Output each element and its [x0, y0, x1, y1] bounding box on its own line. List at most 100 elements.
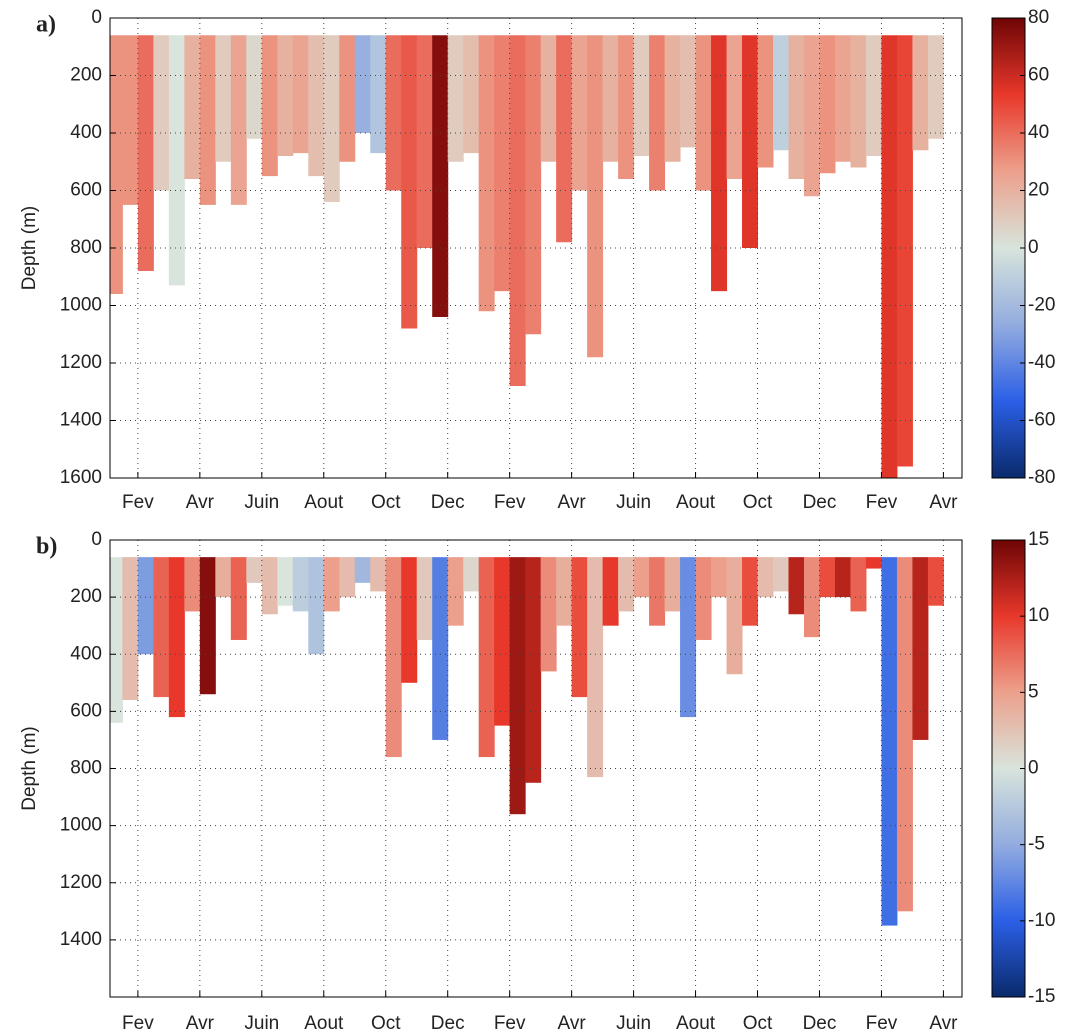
y-axis-label: Depth (m): [19, 726, 40, 810]
depth-column: [927, 35, 944, 139]
colorbar-tick-label: 20: [1028, 180, 1049, 201]
depth-column: [509, 35, 526, 386]
depth-column: [447, 35, 464, 162]
x-tick-label: Fev: [122, 1013, 154, 1034]
x-tick-label: Oct: [743, 492, 773, 513]
x-tick-label: Aout: [304, 1013, 344, 1034]
depth-column: [726, 35, 743, 179]
y-tick-label: 400: [70, 122, 102, 143]
depth-column: [912, 557, 929, 740]
x-tick-label: Oct: [743, 1013, 773, 1034]
colorbar-tick-label: -10: [1028, 910, 1055, 931]
depth-column: [447, 557, 464, 626]
x-tick-label: Fev: [494, 492, 526, 513]
depth-column: [401, 557, 418, 683]
depth-column: [230, 35, 247, 205]
colorbar-tick-label: 60: [1028, 65, 1049, 86]
depth-column: [354, 35, 371, 133]
depth-column: [633, 557, 650, 598]
depth-column: [292, 35, 309, 154]
depth-column: [664, 557, 681, 612]
depth-column: [122, 35, 139, 205]
depth-column: [602, 557, 619, 626]
depth-column: [773, 557, 790, 592]
x-tick-label: Aout: [304, 492, 344, 513]
depth-column: [773, 35, 790, 151]
x-tick-label: Avr: [929, 492, 958, 513]
x-tick-label: Dec: [803, 492, 837, 513]
depth-column: [742, 557, 759, 626]
depth-column: [494, 35, 511, 292]
depth-column: [261, 35, 278, 177]
x-tick-label: Aout: [676, 1013, 716, 1034]
colorbar-tick-label: -15: [1028, 986, 1055, 1007]
depth-column: [711, 35, 728, 292]
depth-column: [339, 35, 356, 162]
panel-label: b): [36, 534, 57, 560]
depth-column: [556, 557, 573, 626]
depth-column: [137, 35, 154, 271]
y-axis-label: Depth (m): [19, 206, 40, 290]
depth-column: [803, 557, 820, 638]
depth-column: [649, 557, 666, 626]
depth-column: [339, 557, 356, 598]
depth-column: [819, 557, 836, 598]
colorbar-tick-label: -40: [1028, 352, 1055, 373]
axes-frame: [109, 17, 963, 479]
depth-column: [587, 557, 604, 778]
depth-column: [509, 557, 526, 815]
depth-column: [680, 35, 697, 148]
depth-column: [478, 35, 495, 312]
depth-column: [819, 35, 836, 174]
depth-column: [110, 557, 123, 723]
y-tick-label: 1200: [60, 872, 102, 893]
x-tick-label: Juin: [244, 492, 279, 513]
depth-column: [432, 557, 449, 740]
depth-column: [850, 35, 867, 168]
depth-column: [246, 557, 263, 583]
y-tick-label: 800: [70, 758, 102, 779]
depth-column: [587, 35, 604, 358]
depth-column: [137, 557, 154, 655]
x-tick-label: Oct: [371, 1013, 401, 1034]
depth-column: [370, 35, 387, 154]
depth-column: [416, 35, 433, 248]
colorbar-tick-label: 80: [1028, 7, 1049, 28]
depth-column: [292, 557, 309, 612]
depth-column: [308, 35, 325, 177]
depth-column: [742, 35, 759, 248]
colorbar-tick-label: -80: [1028, 467, 1055, 488]
x-tick-label: Avr: [558, 1013, 587, 1034]
depth-column: [834, 35, 851, 162]
depth-column: [571, 557, 588, 698]
y-tick-label: 800: [70, 237, 102, 258]
plot-area: [110, 557, 944, 926]
colorbar-tick-label: 40: [1028, 122, 1049, 143]
depth-column: [757, 557, 774, 598]
x-tick-label: Dec: [431, 1013, 465, 1034]
depth-column: [881, 557, 898, 926]
depth-column: [230, 557, 247, 640]
depth-column: [168, 557, 185, 718]
depth-column: [881, 35, 898, 478]
depth-column: [277, 557, 294, 606]
depth-column: [184, 557, 201, 612]
colorbar-tick-label: 0: [1028, 237, 1039, 258]
x-tick-label: Aout: [676, 492, 716, 513]
depth-column: [432, 35, 449, 317]
depth-column: [912, 35, 929, 151]
y-tick-label: 600: [70, 700, 102, 721]
depth-column: [323, 557, 340, 612]
y-tick-label: 1200: [60, 352, 102, 373]
depth-column: [788, 557, 805, 615]
x-tick-label: Fev: [122, 492, 154, 513]
colorbar-tick-label: 0: [1028, 758, 1039, 779]
depth-column: [540, 35, 557, 162]
depth-column: [261, 557, 278, 615]
x-tick-label: Avr: [186, 492, 215, 513]
x-tick-label: Juin: [244, 1013, 279, 1034]
x-tick-label: Fev: [866, 1013, 898, 1034]
y-tick-label: 400: [70, 643, 102, 664]
x-tick-label: Juin: [616, 1013, 651, 1034]
